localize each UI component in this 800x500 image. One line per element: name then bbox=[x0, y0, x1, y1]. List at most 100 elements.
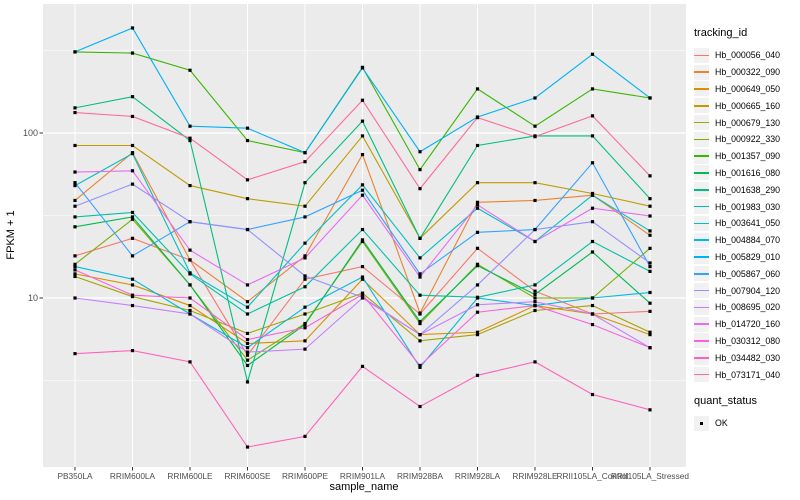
legend-key bbox=[694, 215, 709, 231]
data-point bbox=[360, 275, 365, 279]
data-point bbox=[303, 339, 307, 343]
data-point bbox=[245, 126, 250, 130]
legend-item-Hb_000322_090: Hb_000322_090 bbox=[694, 64, 800, 81]
data-point bbox=[303, 254, 307, 258]
legend-label: Hb_001357_090 bbox=[715, 151, 781, 162]
data-point bbox=[533, 289, 537, 293]
data-point bbox=[590, 392, 595, 397]
data-point bbox=[418, 321, 422, 326]
data-point bbox=[188, 360, 192, 364]
legend-line-swatch bbox=[694, 272, 709, 275]
legend-title-quant-status: quant_status bbox=[694, 394, 757, 407]
data-point bbox=[475, 296, 480, 300]
series-points-Hb_073171_040 bbox=[73, 98, 652, 191]
legend-label: Hb_000056_040 bbox=[715, 50, 781, 61]
data-point bbox=[475, 373, 480, 377]
data-point bbox=[533, 360, 537, 364]
data-point bbox=[590, 87, 595, 91]
data-point bbox=[303, 326, 307, 330]
data-point bbox=[590, 220, 595, 224]
legend-line-swatch bbox=[694, 172, 709, 174]
legend-key bbox=[694, 333, 709, 349]
data-point bbox=[73, 204, 77, 208]
data-point bbox=[73, 262, 77, 266]
legend-key bbox=[694, 266, 709, 282]
data-point bbox=[533, 198, 537, 203]
axis-ticks bbox=[39, 132, 651, 471]
legend-key bbox=[694, 182, 709, 198]
data-point bbox=[245, 353, 250, 357]
data-point bbox=[533, 181, 537, 185]
data-point bbox=[360, 119, 365, 123]
data-point bbox=[475, 264, 480, 268]
data-point bbox=[303, 256, 307, 260]
legend-item-Hb_000056_040: Hb_000056_040 bbox=[694, 47, 800, 64]
data-point bbox=[418, 311, 422, 315]
legend-line-swatch bbox=[694, 88, 709, 90]
data-point bbox=[533, 227, 537, 232]
data-point bbox=[130, 283, 135, 287]
legend-label: Hb_000679_130 bbox=[715, 117, 781, 128]
data-point bbox=[418, 319, 422, 324]
legend-line-swatch bbox=[694, 323, 709, 325]
data-point bbox=[360, 66, 365, 70]
legend-key bbox=[694, 131, 709, 147]
data-point bbox=[590, 296, 595, 300]
legend-label: Hb_005867_060 bbox=[715, 268, 781, 279]
data-point bbox=[303, 204, 307, 208]
data-point bbox=[590, 303, 595, 308]
data-point bbox=[648, 174, 652, 178]
legend-line-swatch bbox=[694, 138, 709, 141]
legend-label: Hb_000922_330 bbox=[715, 134, 781, 145]
data-point bbox=[475, 330, 480, 334]
data-point bbox=[130, 26, 135, 30]
data-point bbox=[188, 124, 192, 128]
legend-item-Hb_000665_160: Hb_000665_160 bbox=[694, 97, 800, 114]
data-point bbox=[73, 268, 77, 272]
data-point bbox=[648, 290, 652, 295]
data-point bbox=[648, 333, 652, 337]
data-point bbox=[648, 408, 652, 412]
data-point bbox=[73, 143, 77, 148]
legend-label: Hb_001638_290 bbox=[715, 184, 781, 195]
data-point bbox=[73, 183, 77, 188]
data-point bbox=[303, 181, 307, 185]
panel-background bbox=[43, 4, 686, 467]
data-point bbox=[360, 183, 365, 187]
data-point bbox=[303, 434, 307, 438]
data-point bbox=[648, 301, 652, 305]
data-point bbox=[648, 229, 652, 233]
legend: tracking_id Hb_000056_040 Hb_000322_090 Hb… bbox=[694, 27, 800, 432]
ok-key bbox=[694, 415, 709, 431]
data-point bbox=[648, 261, 652, 265]
legend-line-swatch bbox=[694, 121, 709, 124]
x-tick-label: RRIM928LA bbox=[455, 471, 501, 481]
data-point bbox=[303, 151, 307, 155]
data-point bbox=[418, 275, 422, 279]
data-point bbox=[245, 445, 250, 449]
legend-item-Hb_001983_030: Hb_001983_030 bbox=[694, 198, 800, 215]
data-point bbox=[648, 233, 652, 237]
data-point bbox=[130, 217, 135, 221]
data-point bbox=[533, 239, 537, 244]
legend-item-Hb_007904_120: Hb_007904_120 bbox=[694, 282, 800, 299]
data-point bbox=[188, 308, 192, 313]
legend-label: Hb_014720_160 bbox=[715, 319, 781, 330]
legend-item-Hb_003641_050: Hb_003641_050 bbox=[694, 215, 800, 232]
legend-key bbox=[694, 98, 709, 114]
data-point bbox=[475, 143, 480, 148]
data-point bbox=[590, 134, 595, 138]
data-point bbox=[130, 152, 135, 156]
data-point bbox=[245, 305, 250, 309]
data-point bbox=[130, 143, 135, 148]
data-point bbox=[418, 333, 422, 337]
legend-key bbox=[694, 367, 709, 383]
data-point bbox=[245, 331, 250, 336]
data-point bbox=[418, 365, 422, 369]
data-point bbox=[360, 364, 365, 368]
y-tick-label: 10 bbox=[28, 293, 38, 303]
data-point bbox=[303, 285, 307, 289]
legend-item-Hb_004884_070: Hb_004884_070 bbox=[694, 232, 800, 249]
legend-item-Hb_001357_090: Hb_001357_090 bbox=[694, 148, 800, 165]
